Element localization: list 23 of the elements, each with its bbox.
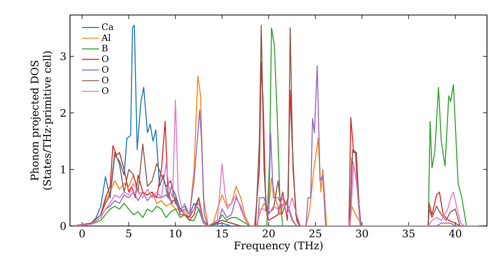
y-tick-label: 2	[60, 108, 66, 117]
x-tick-label: 0	[79, 230, 85, 238]
y-tick-label: 1	[61, 166, 65, 174]
x-axis-title: Frequency (THz)	[234, 241, 323, 252]
legend-label: O	[102, 87, 108, 94]
x-tick-label: 20	[262, 230, 275, 238]
x-tick-label: 25	[309, 230, 322, 238]
x-tick-label: 35	[402, 230, 414, 238]
legend-label: Ca	[102, 23, 114, 30]
x-tick-label: 15	[216, 230, 228, 238]
legend-label: O	[102, 76, 108, 84]
legend-label: O	[102, 55, 108, 62]
x-tick-label: 5	[126, 230, 132, 238]
x-tick-label: 10	[170, 230, 182, 238]
y-tick-label: 0	[60, 222, 66, 230]
y-axis-title: Phonon projected DOS (States/THz·primitive cell)	[30, 51, 53, 190]
legend-label: Al	[101, 34, 111, 41]
line-series	[72, 99, 480, 226]
y-tick-label: 3	[60, 52, 66, 60]
legend-label: B	[102, 44, 108, 52]
x-tick-label: 40	[448, 230, 462, 238]
x-tick-label: 30	[356, 230, 368, 238]
legend-label: O	[102, 66, 108, 73]
